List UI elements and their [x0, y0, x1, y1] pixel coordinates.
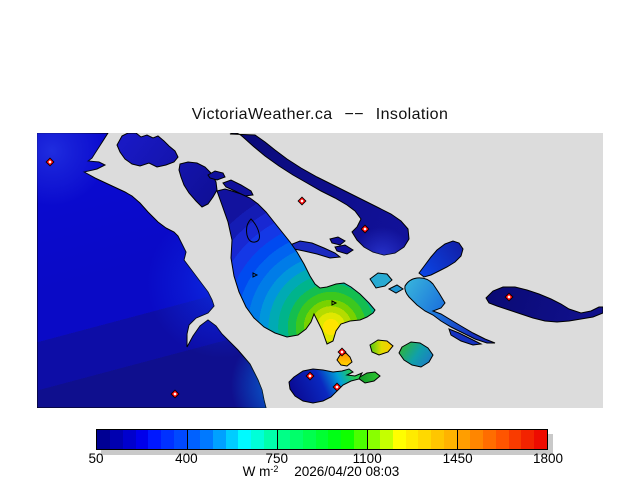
colorbar-cell	[199, 430, 213, 449]
colorbar-tick-label: 1450	[442, 451, 473, 466]
colorbar-cell	[225, 430, 239, 449]
colorbar-cell	[174, 430, 188, 449]
colorbar-cell	[341, 430, 355, 449]
insolation-map	[37, 133, 603, 408]
island-orcas	[485, 286, 603, 323]
islet-orange	[336, 352, 353, 367]
islet-sliver-2	[222, 179, 254, 197]
island-east-b	[404, 277, 496, 344]
islet-cyan-2	[387, 284, 404, 294]
islet-sliver-4	[334, 244, 354, 255]
colorbar-cell	[508, 430, 522, 449]
islet-sliver-5	[289, 240, 342, 259]
islet-teal	[398, 341, 434, 368]
colorbar-cell	[482, 430, 496, 449]
island-north-east	[178, 161, 218, 208]
colorbar-tick-label: 1100	[352, 451, 382, 466]
station-marker	[504, 292, 514, 302]
timestamp: 2026/04/20 08:03	[294, 464, 400, 479]
colorbar-cell	[148, 430, 162, 449]
island-east-arm	[448, 328, 483, 346]
colorbar-cell	[212, 430, 226, 449]
colorbar-cell	[444, 430, 458, 449]
contour-mark-2	[252, 272, 259, 278]
colorbar-cell	[277, 430, 290, 449]
plot-title: VictoriaWeather.ca −− Insolation	[191, 106, 449, 123]
colorbar-cell	[469, 430, 483, 449]
colorbar-cell	[328, 430, 342, 449]
colorbar-cell	[302, 430, 316, 449]
colorbar-cell	[251, 430, 265, 449]
station-marker	[45, 157, 55, 167]
colorbar-cell	[392, 430, 406, 449]
colorbar-caption: W m-2 2026/04/20 08:03	[0, 464, 640, 479]
colorbar-cell	[495, 430, 509, 449]
island-long-diagonal	[229, 133, 410, 256]
colorbar-cell	[457, 430, 470, 449]
station-marker	[305, 371, 315, 381]
colorbar-cell	[534, 430, 548, 449]
colorbar-cell	[97, 430, 110, 449]
lake-outline	[246, 218, 260, 243]
colorbar-tick-label: 400	[175, 451, 198, 466]
colorbar-tick-label: 750	[265, 451, 289, 466]
colorbar-cell	[109, 430, 123, 449]
islet-sliver-1	[207, 170, 226, 181]
colorbar-cell	[289, 430, 303, 449]
colorbar-tick	[277, 430, 278, 449]
station-marker	[360, 224, 370, 234]
colorbar-cell	[431, 430, 445, 449]
colorbar-tick	[187, 430, 188, 449]
island-north-west	[116, 133, 179, 168]
colorbar-cell	[264, 430, 278, 449]
station-marker	[337, 347, 347, 357]
colorbar-cell	[418, 430, 432, 449]
colorbar-cell	[367, 430, 380, 449]
colorbar-cell	[187, 430, 200, 449]
colorbar-cell	[521, 430, 535, 449]
station-markers	[45, 157, 514, 399]
colorbar-cell	[405, 430, 419, 449]
island-east-a	[418, 240, 464, 278]
colorbar-cell	[135, 430, 149, 449]
islet-green	[357, 371, 381, 384]
unit-exponent: -2	[270, 464, 279, 474]
unit-label: W m	[242, 464, 271, 479]
colorbar-tick	[457, 430, 458, 449]
colorbar	[96, 429, 548, 450]
colorbar-cell	[238, 430, 252, 449]
colorbar-tick-label: 1800	[532, 451, 564, 466]
station-marker	[297, 196, 307, 206]
islet-sliver-3	[329, 236, 346, 246]
islet-yellow	[369, 339, 394, 356]
colorbar-tick	[367, 430, 368, 449]
islet-cyan-1	[369, 272, 393, 289]
colorbar-cell	[354, 430, 368, 449]
colorbar-cell	[122, 430, 136, 449]
island-central-hotspot	[216, 188, 376, 345]
colorbar-cell	[379, 430, 393, 449]
station-marker	[170, 389, 180, 399]
colorbar-tick-label: 50	[88, 451, 104, 466]
colorbar-tick-labels: 50 400 750 1100 1450 1800	[0, 451, 640, 466]
colorbar-cell	[315, 430, 329, 449]
colorbar-cell	[161, 430, 175, 449]
map-canvas	[37, 133, 603, 408]
island-long-shading	[350, 225, 409, 255]
island-bottom	[288, 368, 364, 404]
contour-mark-1	[331, 300, 338, 306]
station-marker	[332, 382, 342, 392]
